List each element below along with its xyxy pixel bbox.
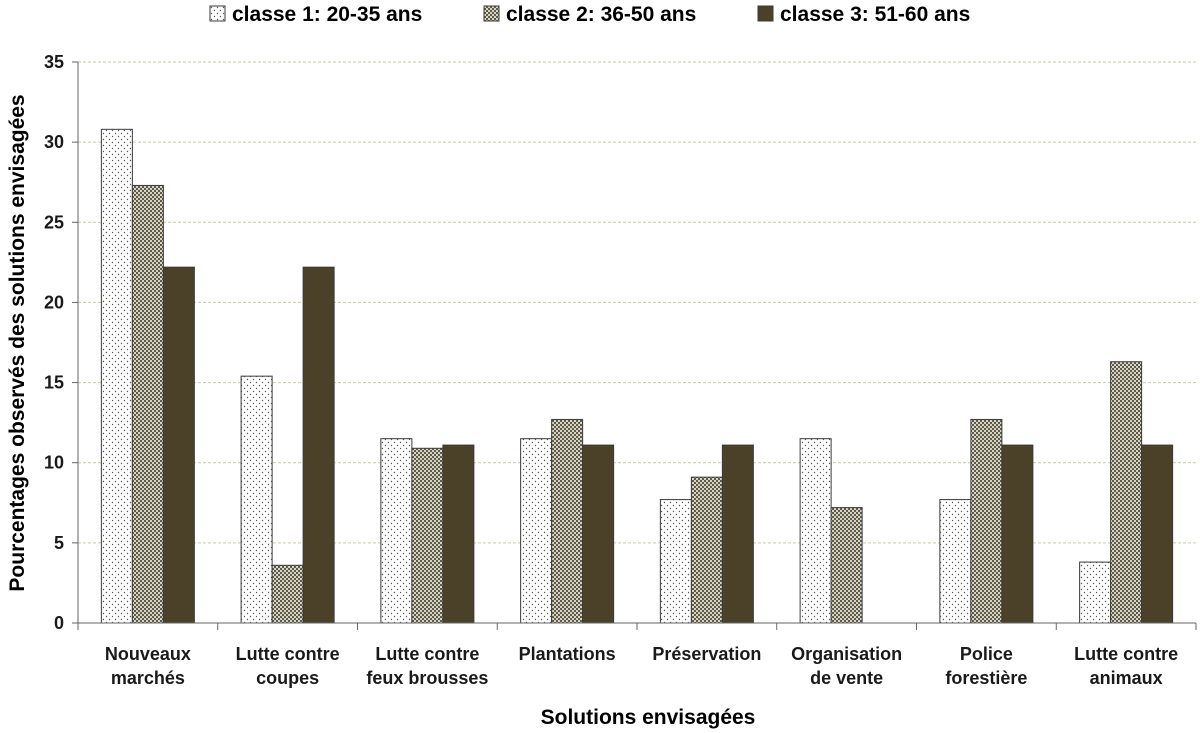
bar-2-4 bbox=[551, 418, 584, 624]
bar-1-7 bbox=[939, 499, 972, 624]
legend-label-2: classe 2: 36-50 ans bbox=[506, 3, 696, 26]
legend: classe 1: 20-35 ans classe 2: 36-50 ans cl… bbox=[209, 3, 970, 26]
x-tick-label: Police forestière bbox=[945, 644, 1027, 688]
x-tick-label: Lutte contre coupes bbox=[236, 644, 340, 688]
y-tick-label: 35 bbox=[44, 52, 64, 72]
legend-swatch-1 bbox=[209, 5, 226, 22]
legend-label-3: classe 3: 51-60 ans bbox=[780, 3, 970, 26]
bar-3-2 bbox=[302, 266, 335, 624]
y-tick-label: 30 bbox=[44, 132, 64, 152]
bar-3-5 bbox=[721, 444, 754, 624]
y-tick-label: 0 bbox=[54, 613, 64, 633]
x-tick-label: Nouveaux marchés bbox=[105, 644, 191, 688]
bar-1-3 bbox=[380, 438, 413, 624]
y-tick-label: 5 bbox=[54, 533, 64, 553]
x-tick-label: Organisation de vente bbox=[791, 644, 902, 688]
legend-label-1: classe 1: 20-35 ans bbox=[232, 3, 422, 26]
bar-1-4 bbox=[520, 438, 553, 624]
bar-1-6 bbox=[799, 438, 832, 624]
legend-swatch-2 bbox=[483, 5, 500, 22]
x-tick-labels: Nouveaux marchés Lutte contre coupes Lutte c… bbox=[105, 644, 1178, 688]
x-axis-title: Solutions envisagées bbox=[541, 706, 756, 729]
bar-2-5 bbox=[690, 476, 723, 624]
y-tick-label: 15 bbox=[44, 373, 64, 393]
bar-2-7 bbox=[970, 418, 1003, 624]
x-tick-label: Lutte contre animaux bbox=[1074, 644, 1178, 688]
bars bbox=[100, 128, 1174, 624]
bar-1-8 bbox=[1079, 561, 1112, 624]
x-tick-label: Lutte contre feux brousses bbox=[366, 644, 488, 688]
bar-2-3 bbox=[411, 447, 444, 624]
bar-3-1 bbox=[162, 266, 195, 624]
bar-2-1 bbox=[131, 184, 164, 624]
bar-3-8 bbox=[1141, 444, 1174, 624]
bar-1-5 bbox=[659, 499, 692, 624]
bar-2-6 bbox=[830, 507, 863, 624]
y-tick-label: 25 bbox=[44, 212, 64, 232]
bar-2-8 bbox=[1110, 361, 1143, 624]
bar-3-7 bbox=[1001, 444, 1034, 624]
x-tick-label: Plantations bbox=[519, 644, 616, 664]
y-tick-label: 20 bbox=[44, 292, 64, 312]
y-tick-labels: 0 5 10 15 20 25 30 35 bbox=[44, 52, 64, 633]
bar-1-2 bbox=[240, 375, 273, 624]
y-tick-label: 10 bbox=[44, 453, 64, 473]
bar-3-4 bbox=[582, 444, 615, 624]
bar-1-1 bbox=[100, 128, 133, 624]
y-axis-title: Pourcentages observés des solutions envi… bbox=[6, 94, 29, 591]
legend-swatch-3 bbox=[757, 5, 774, 22]
x-tick-label: Préservation bbox=[652, 644, 761, 664]
bar-3-3 bbox=[442, 444, 475, 624]
axes bbox=[77, 62, 1197, 630]
bar-2-2 bbox=[271, 564, 304, 624]
